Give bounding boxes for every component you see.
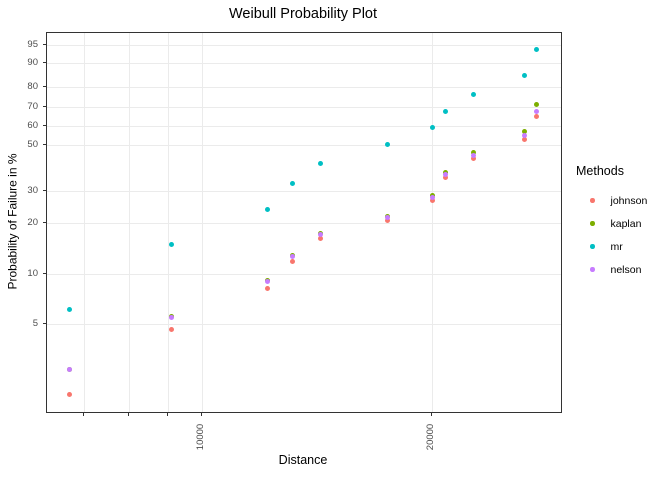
data-point-johnson [384, 218, 390, 224]
data-point-johnson [168, 326, 174, 332]
data-point-mr [534, 46, 540, 52]
x-tick-label: 20000 [424, 423, 436, 451]
y-axis-tick [43, 189, 46, 191]
data-point-johnson [317, 235, 323, 241]
data-point-johnson [265, 285, 271, 291]
data-point-johnson [430, 197, 436, 203]
legend-key-dot-mr [590, 244, 595, 249]
y-gridline [47, 274, 561, 276]
data-point-mr [522, 72, 528, 78]
data-point-nelson [66, 366, 72, 372]
y-gridline [47, 126, 561, 128]
y-axis-tick [43, 273, 46, 275]
y-tick-label: 90 [27, 56, 38, 68]
y-gridline [47, 323, 561, 325]
data-point-nelson [470, 153, 476, 159]
x-axis-tick [201, 413, 203, 416]
data-point-kaplan [534, 101, 540, 107]
x-tick-label: 10000 [195, 423, 207, 451]
y-tick-label: 60 [27, 120, 38, 132]
data-point-johnson [443, 175, 449, 181]
data-point-kaplan [470, 150, 476, 156]
x-gridline [84, 33, 86, 412]
y-tick-label: 95 [27, 38, 38, 50]
y-axis-tick [43, 61, 46, 63]
legend-key-dot-johnson [590, 198, 595, 203]
data-point-mr [265, 206, 271, 212]
x-gridline [202, 33, 204, 412]
data-point-mr [384, 142, 390, 148]
data-point-johnson [470, 156, 476, 162]
y-tick-label: 80 [27, 81, 38, 93]
legend-item-kaplan: kaplan [576, 212, 670, 235]
x-axis-tick [166, 413, 168, 416]
legend-item-label: mr [610, 240, 623, 253]
y-axis-tick [43, 144, 46, 146]
y-axis-tick [43, 221, 46, 223]
legend-title: Methods [576, 164, 624, 178]
data-point-nelson [168, 315, 174, 321]
y-gridline [47, 107, 561, 109]
data-point-nelson [443, 172, 449, 178]
x-gridline [128, 33, 130, 412]
x-gridline [431, 33, 433, 412]
data-point-nelson [384, 215, 390, 221]
y-gridline [47, 190, 561, 192]
y-axis-tick [43, 106, 46, 108]
y-axis-title: Probability of Failure in % [5, 153, 20, 290]
x-axis-tick [83, 413, 85, 416]
data-point-mr [66, 306, 72, 312]
y-tick-label: 50 [27, 139, 38, 151]
data-point-nelson [534, 109, 540, 115]
data-point-mr [443, 109, 449, 115]
chart-panel [46, 32, 562, 413]
data-point-mr [470, 92, 476, 98]
data-point-nelson [317, 232, 323, 238]
y-axis-tick [43, 322, 46, 324]
y-tick-label: 10 [27, 268, 38, 280]
y-tick-label: 20 [27, 216, 38, 228]
y-axis-tick [43, 125, 46, 127]
data-point-mr [430, 125, 436, 131]
y-tick-label: 5 [32, 317, 38, 329]
x-axis-tick [127, 413, 129, 416]
data-point-nelson [430, 194, 436, 200]
data-point-mr [168, 242, 174, 248]
legend-item-label: nelson [610, 263, 642, 276]
data-point-johnson [522, 136, 528, 142]
data-point-johnson [66, 392, 72, 398]
legend-item-mr: mr [576, 235, 670, 258]
plot-title: Weibull Probability Plot [228, 6, 378, 22]
data-point-kaplan [443, 169, 449, 175]
x-axis-tick [430, 413, 432, 416]
legend-key-dot-kaplan [590, 221, 595, 226]
x-axis-title: Distance [278, 453, 328, 467]
y-tick-label: 30 [27, 184, 38, 196]
y-tick-label: 70 [27, 101, 38, 113]
data-point-mr [290, 181, 296, 187]
data-point-johnson [290, 258, 296, 264]
data-point-johnson [534, 114, 540, 120]
legend-items: johnson kaplan mr nelson [576, 189, 670, 281]
legend-item-nelson: nelson [576, 258, 670, 281]
data-point-nelson [290, 254, 296, 260]
legend-item-label: johnson [610, 194, 648, 207]
y-gridline [47, 222, 561, 224]
y-gridline [47, 44, 561, 46]
y-axis-tick [43, 86, 46, 88]
legend-item-johnson: johnson [576, 189, 670, 212]
y-gridline [47, 87, 561, 89]
legend: Methods johnson kaplan mr nelson [576, 164, 670, 281]
legend-item-label: kaplan [610, 217, 642, 230]
y-axis-tick [43, 43, 46, 45]
y-gridline [47, 145, 561, 147]
data-point-kaplan [522, 128, 528, 134]
legend-key-dot-nelson [590, 267, 595, 272]
x-gridline [167, 33, 169, 412]
data-point-nelson [522, 133, 528, 139]
y-gridline [47, 62, 561, 64]
data-point-mr [317, 160, 323, 166]
data-point-nelson [265, 279, 271, 285]
